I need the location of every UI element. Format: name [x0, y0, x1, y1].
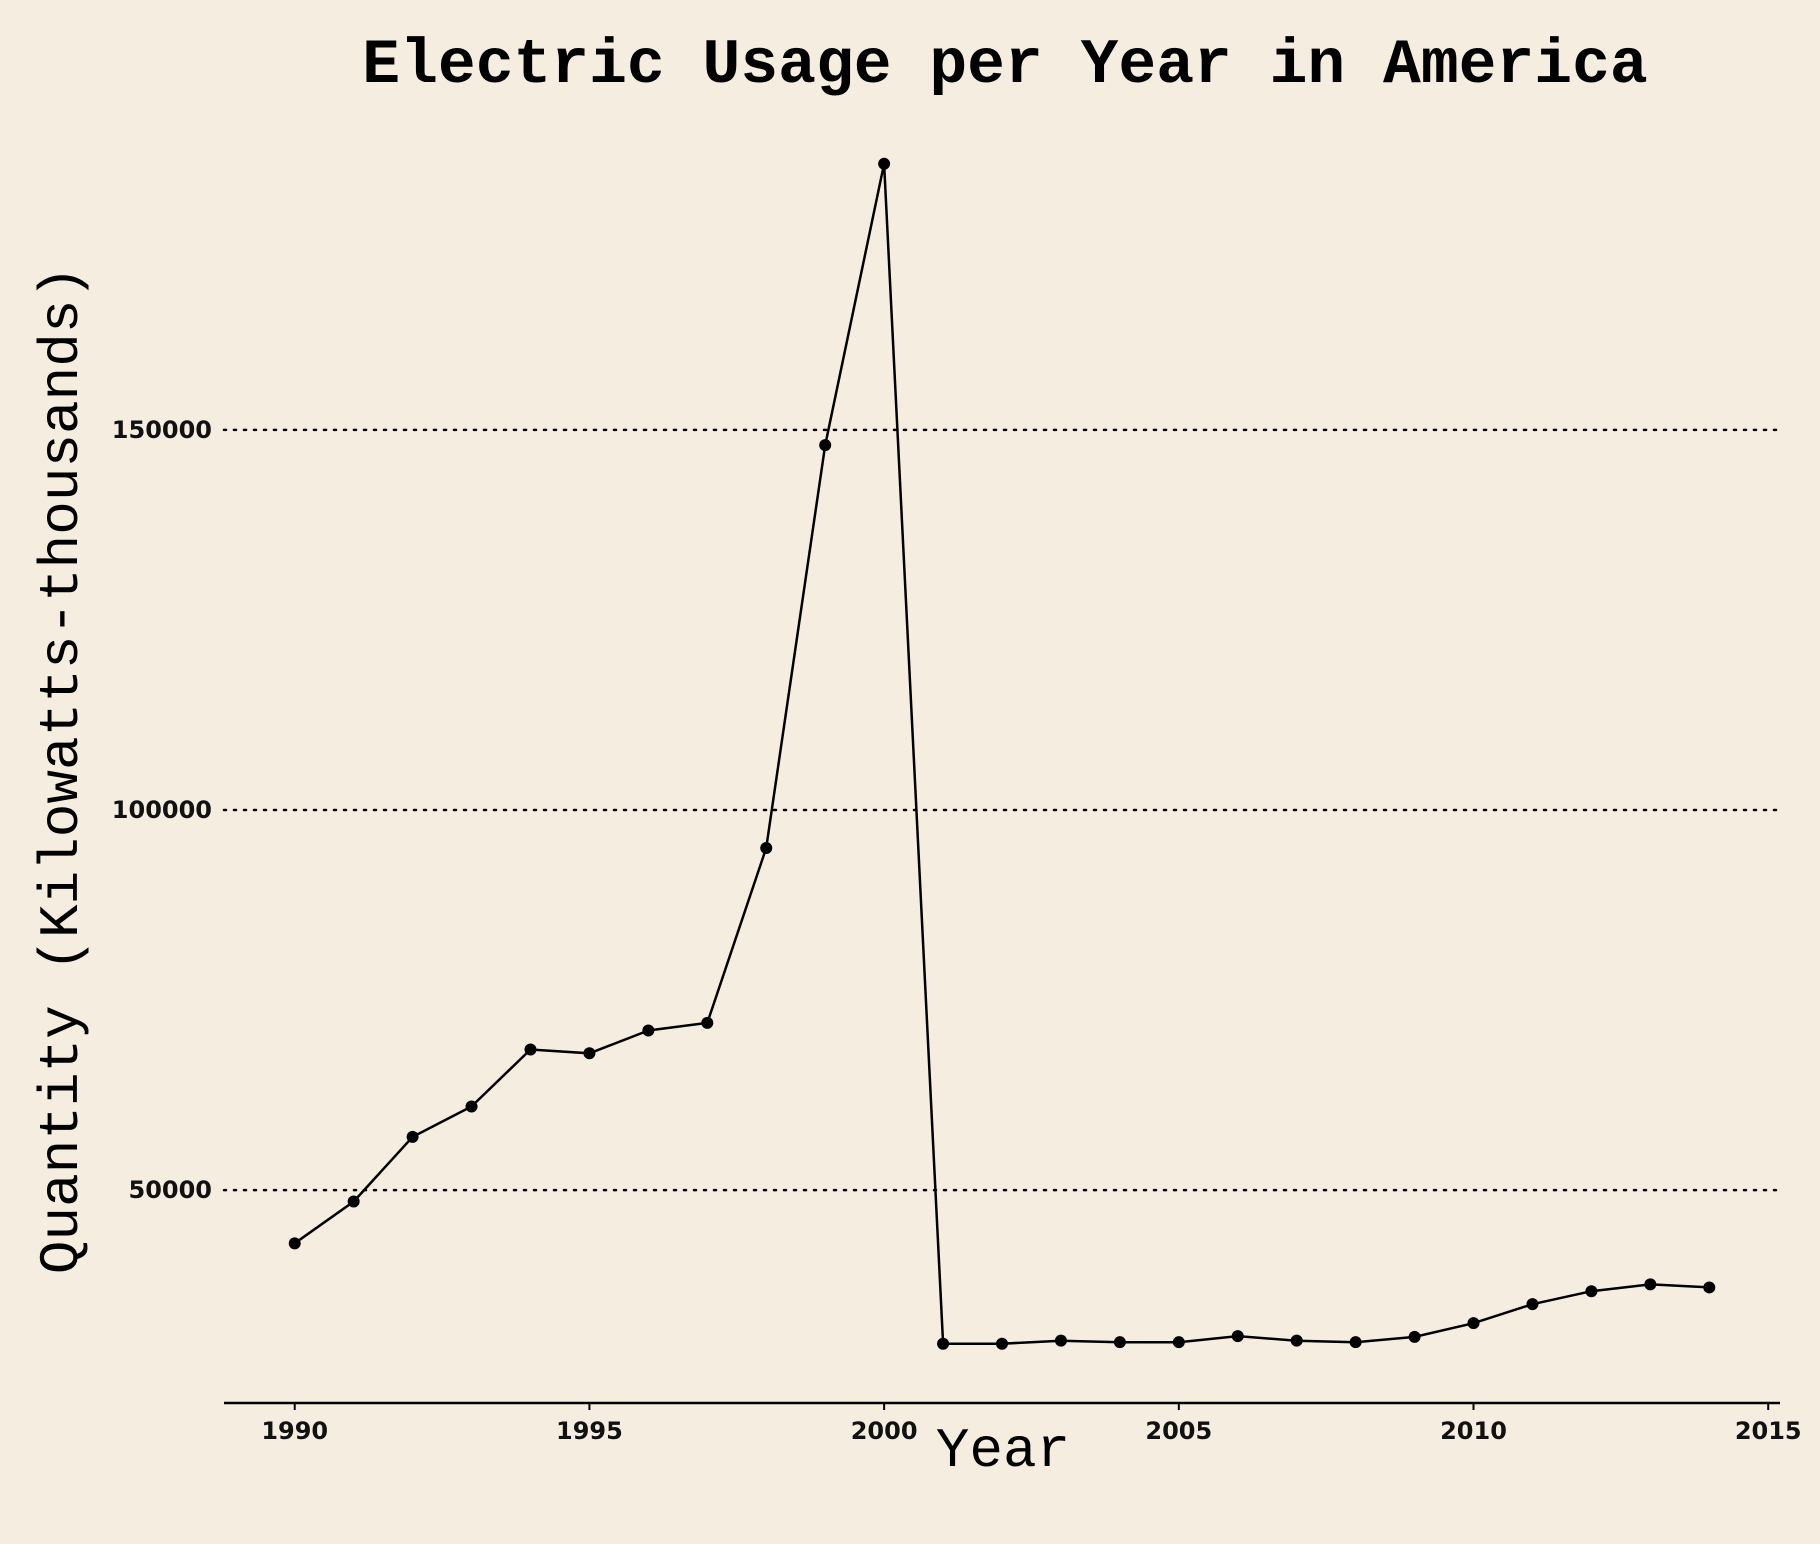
data-point — [1113, 1336, 1126, 1349]
series-line — [293, 163, 1710, 1345]
data-point — [583, 1047, 596, 1060]
data-point — [1526, 1298, 1539, 1311]
data-point — [347, 1195, 360, 1208]
data-point — [1408, 1330, 1421, 1343]
x-tick-label: 2010 — [1440, 1417, 1507, 1445]
x-tick-label: 1990 — [261, 1417, 328, 1445]
y-tick-label: 150000 — [112, 416, 212, 444]
data-point — [1703, 1281, 1716, 1294]
x-tick-label: 1995 — [556, 1417, 623, 1445]
data-point — [937, 1337, 950, 1350]
y-axis-label: Quantity (Kilowatts-thousands) — [30, 266, 94, 1274]
y-axis-ticks: 50000 100000 150000 — [112, 416, 212, 1204]
y-tick-label: 100000 — [112, 796, 212, 824]
data-point — [1054, 1334, 1067, 1347]
data-point — [1585, 1285, 1598, 1298]
data-point — [524, 1043, 537, 1056]
x-axis: 1990 1995 2000 2005 2010 2015 — [224, 1401, 1802, 1445]
data-point — [465, 1100, 478, 1113]
chart-title: Electric Usage per Year in America — [362, 30, 1647, 101]
data-point — [1644, 1278, 1657, 1291]
x-tick-label: 2000 — [851, 1417, 918, 1445]
data-point — [1231, 1330, 1244, 1343]
x-axis-label: Year — [936, 1419, 1070, 1483]
data-point — [1349, 1336, 1362, 1349]
x-tick-label: 2005 — [1145, 1417, 1212, 1445]
data-point — [1172, 1336, 1185, 1349]
data-point — [760, 842, 773, 855]
data-point — [819, 439, 832, 452]
y-tick-label: 50000 — [129, 1176, 213, 1204]
data-point — [1467, 1317, 1480, 1330]
data-points — [288, 157, 1716, 1350]
data-point — [642, 1024, 655, 1037]
data-point — [1290, 1334, 1303, 1347]
gridlines — [222, 428, 1782, 1192]
data-point — [288, 1237, 301, 1250]
data-point — [996, 1337, 1008, 1350]
data-point — [406, 1130, 419, 1143]
data-point — [878, 157, 891, 170]
data-point — [701, 1016, 714, 1029]
x-tick-label: 2015 — [1735, 1417, 1802, 1445]
